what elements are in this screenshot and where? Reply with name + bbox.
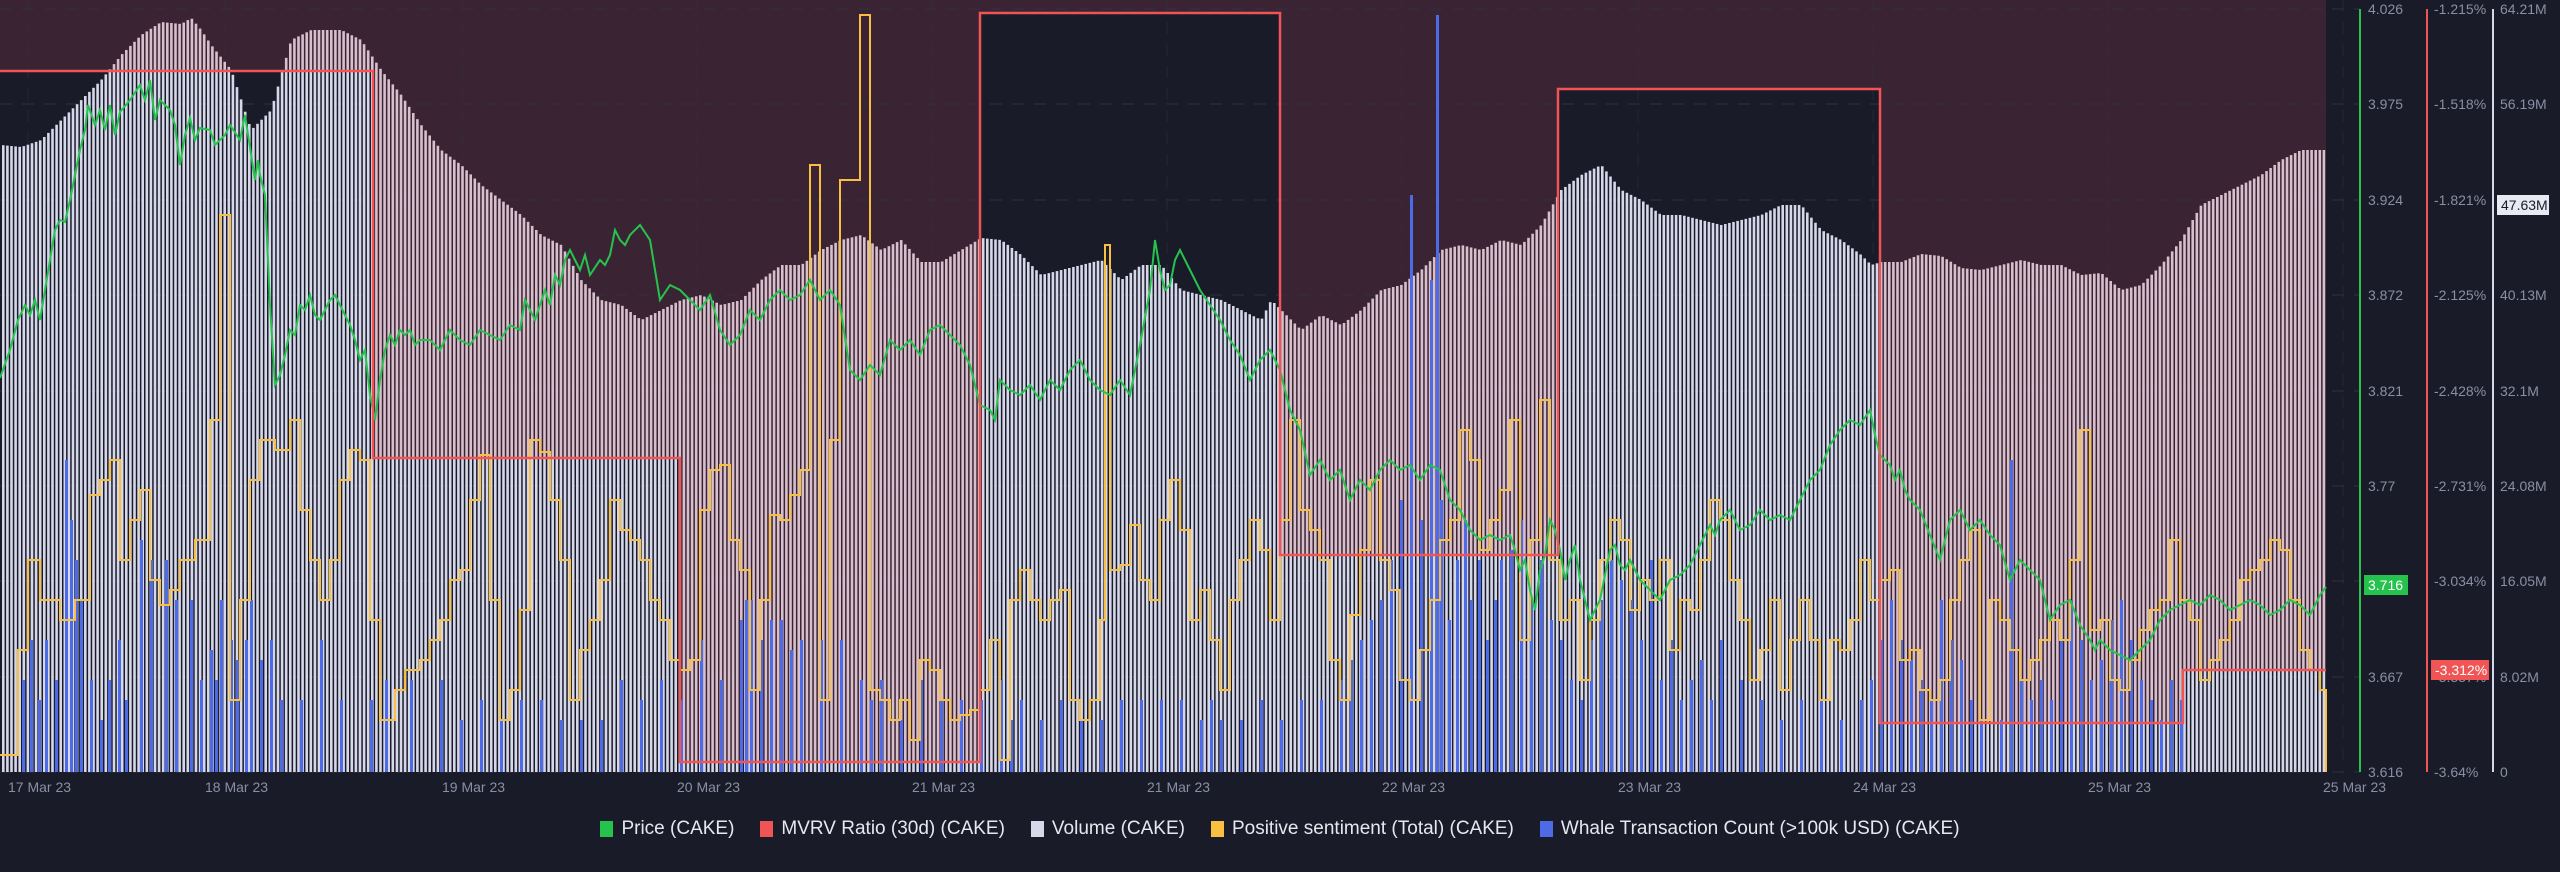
svg-text:17 Mar 23: 17 Mar 23 — [8, 779, 71, 795]
svg-text:-2.125%: -2.125% — [2434, 287, 2486, 303]
x-axis: 17 Mar 23 18 Mar 23 19 Mar 23 20 Mar 23 21 M… — [8, 779, 2386, 795]
svg-text:8.02M: 8.02M — [2500, 669, 2539, 685]
legend-item-whale-transactions[interactable]: Whale Transaction Count (>100k USD) (CAK… — [1539, 818, 1960, 840]
svg-text:24 Mar 23: 24 Mar 23 — [1853, 779, 1916, 795]
svg-text:-3.64%: -3.64% — [2434, 764, 2478, 780]
svg-text:3.872: 3.872 — [2368, 287, 2403, 303]
legend-label: Whale Transaction Count (>100k USD) (CAK… — [1560, 818, 1960, 839]
svg-text:-3.312%: -3.312% — [2435, 662, 2487, 678]
svg-text:25 Mar 23: 25 Mar 23 — [2088, 779, 2151, 795]
svg-text:19 Mar 23: 19 Mar 23 — [442, 779, 505, 795]
svg-text:20 Mar 23: 20 Mar 23 — [677, 779, 740, 795]
svg-text:56.19M: 56.19M — [2500, 96, 2547, 112]
legend-item-volume[interactable]: Volume (CAKE) — [1030, 818, 1185, 840]
legend-swatch-price-icon — [600, 821, 614, 837]
svg-text:25 Mar 23: 25 Mar 23 — [2323, 779, 2386, 795]
svg-text:3.924: 3.924 — [2368, 192, 2403, 208]
legend-swatch-whale-icon — [1539, 821, 1553, 837]
svg-text:0: 0 — [2500, 764, 2508, 780]
svg-text:-1.821%: -1.821% — [2434, 192, 2486, 208]
legend-label: Volume (CAKE) — [1051, 818, 1185, 839]
svg-text:3.821: 3.821 — [2368, 383, 2403, 399]
svg-text:-2.731%: -2.731% — [2434, 478, 2486, 494]
legend-item-positive-sentiment[interactable]: Positive sentiment (Total) (CAKE) — [1210, 818, 1514, 840]
svg-text:3.716: 3.716 — [2368, 577, 2403, 593]
whale-transaction-bars — [22, 15, 2183, 772]
svg-text:16.05M: 16.05M — [2500, 573, 2547, 589]
svg-text:21 Mar 23: 21 Mar 23 — [912, 779, 975, 795]
current-value-badges: 3.716 -3.312% 47.63M — [2364, 195, 2549, 680]
svg-text:4.026: 4.026 — [2368, 1, 2403, 17]
svg-text:21 Mar 23: 21 Mar 23 — [1147, 779, 1210, 795]
svg-text:-3.034%: -3.034% — [2434, 573, 2486, 589]
positive-sentiment-line — [0, 14, 2327, 772]
legend-swatch-volume-icon — [1030, 821, 1044, 837]
svg-text:-1.518%: -1.518% — [2434, 96, 2486, 112]
volume-bars — [2, 18, 2326, 773]
legend-item-mvrv[interactable]: MVRV Ratio (30d) (CAKE) — [760, 818, 1005, 840]
svg-text:-2.428%: -2.428% — [2434, 383, 2486, 399]
legend-label: Positive sentiment (Total) (CAKE) — [1231, 818, 1514, 839]
svg-text:3.667: 3.667 — [2368, 669, 2403, 685]
legend-item-price[interactable]: Price (CAKE) — [600, 818, 734, 840]
svg-text:22 Mar 23: 22 Mar 23 — [1382, 779, 1445, 795]
svg-text:23 Mar 23: 23 Mar 23 — [1618, 779, 1681, 795]
chart-legend: Price (CAKE) MVRV Ratio (30d) (CAKE) Vol… — [0, 818, 2560, 840]
mvrv-step-line — [0, 11, 2326, 764]
legend-swatch-sentiment-icon — [1210, 821, 1224, 837]
svg-text:3.975: 3.975 — [2368, 96, 2403, 112]
price-line — [0, 79, 2327, 662]
y-axes: 4.0263.9753.9243.8723.8213.773.7163.6673… — [2359, 1, 2547, 780]
svg-text:64.21M: 64.21M — [2500, 1, 2547, 17]
svg-text:24.08M: 24.08M — [2500, 478, 2547, 494]
svg-text:40.13M: 40.13M — [2500, 287, 2547, 303]
svg-text:32.1M: 32.1M — [2500, 383, 2539, 399]
svg-text:3.77: 3.77 — [2368, 478, 2395, 494]
svg-text:18 Mar 23: 18 Mar 23 — [205, 779, 268, 795]
svg-text:3.616: 3.616 — [2368, 764, 2403, 780]
legend-swatch-mvrv-icon — [760, 821, 774, 837]
legend-label: Price (CAKE) — [621, 818, 735, 839]
svg-text:47.63M: 47.63M — [2501, 197, 2548, 213]
svg-text:-1.215%: -1.215% — [2434, 1, 2486, 17]
legend-label: MVRV Ratio (30d) (CAKE) — [781, 818, 1005, 839]
